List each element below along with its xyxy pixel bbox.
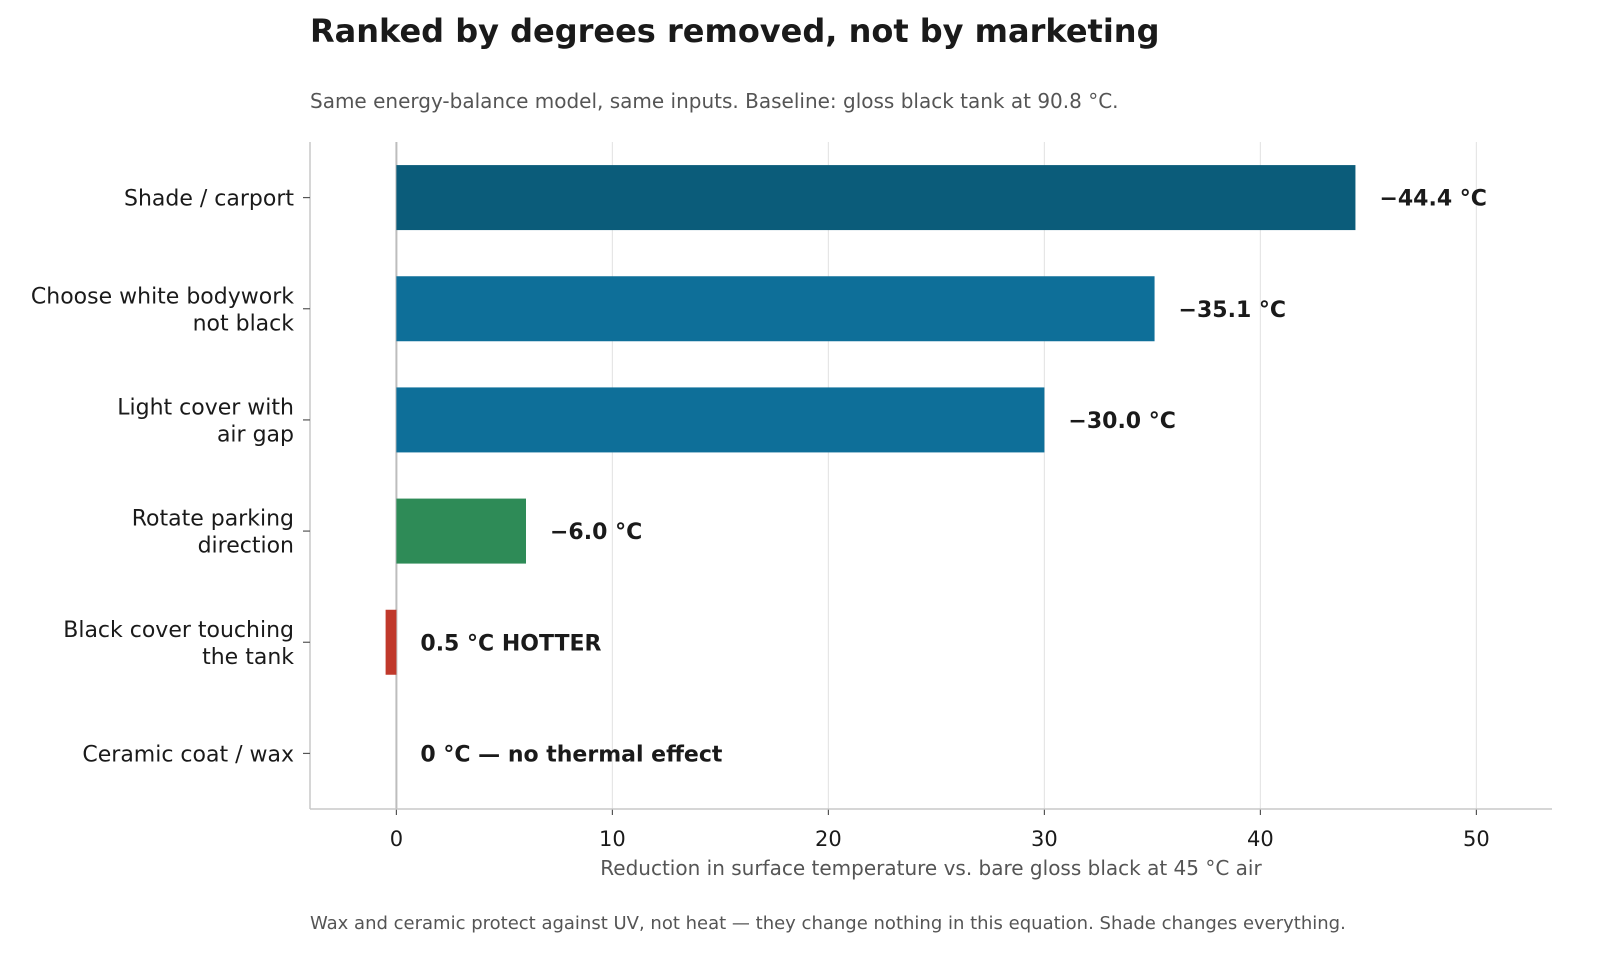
bar-0	[396, 165, 1356, 231]
category-label-line: Light cover with	[117, 395, 294, 420]
category-label-line: Ceramic coat / wax	[82, 742, 294, 767]
category-label-3: Rotate parking direction	[132, 507, 294, 559]
footnote: Wax and ceramic protect against UV, not …	[310, 913, 1346, 934]
category-label-0: Shade / carport	[124, 187, 294, 212]
data-label-5: 0 °C — no thermal effect	[420, 742, 722, 767]
bar-3	[396, 498, 526, 564]
category-label-2: Light cover with air gap	[117, 395, 294, 447]
data-label-0: −44.4 °C	[1379, 187, 1487, 212]
x-tick-label-0: 0	[390, 827, 403, 851]
category-label-line: Black cover touching	[63, 618, 294, 643]
data-label-4: 0.5 °C HOTTER	[420, 631, 601, 656]
data-label-2: −30.0 °C	[1068, 409, 1176, 434]
x-tick-label-20: 20	[815, 827, 842, 851]
x-tick-label-10: 10	[599, 827, 626, 851]
category-label-line: Rotate parking	[132, 507, 294, 532]
category-label-5: Ceramic coat / wax	[82, 742, 294, 767]
bars	[385, 165, 1356, 675]
x-tick-label-40: 40	[1247, 827, 1274, 851]
category-label-line: Shade / carport	[124, 187, 294, 212]
bar-1	[396, 276, 1155, 342]
data-label-3: −6.0 °C	[550, 520, 642, 545]
data-label-1: −35.1 °C	[1179, 298, 1287, 323]
grid-lines	[395, 142, 1478, 809]
bar-4	[385, 609, 397, 675]
category-label-line: air gap	[217, 422, 294, 447]
labels: Shade / carport −44.4 °C Choose white body…	[31, 187, 1487, 768]
category-label-line: the tank	[202, 645, 294, 670]
category-label-line: not black	[193, 311, 295, 336]
axes: 0 10 20 30 40 50	[303, 142, 1552, 851]
chart-title: Ranked by degrees removed, not by market…	[310, 12, 1159, 50]
chart-subtitle: Same energy-balance model, same inputs. …	[310, 89, 1119, 113]
category-label-line: direction	[198, 534, 294, 559]
x-tick-label-50: 50	[1463, 827, 1490, 851]
category-label-4: Black cover touching the tank	[63, 618, 294, 670]
category-label-1: Choose white bodywork not black	[31, 284, 294, 336]
x-axis-label: Reduction in surface temperature vs. bar…	[600, 856, 1262, 880]
x-tick-label-30: 30	[1031, 827, 1058, 851]
bar-2	[396, 387, 1045, 453]
category-label-line: Choose white bodywork	[31, 284, 294, 309]
